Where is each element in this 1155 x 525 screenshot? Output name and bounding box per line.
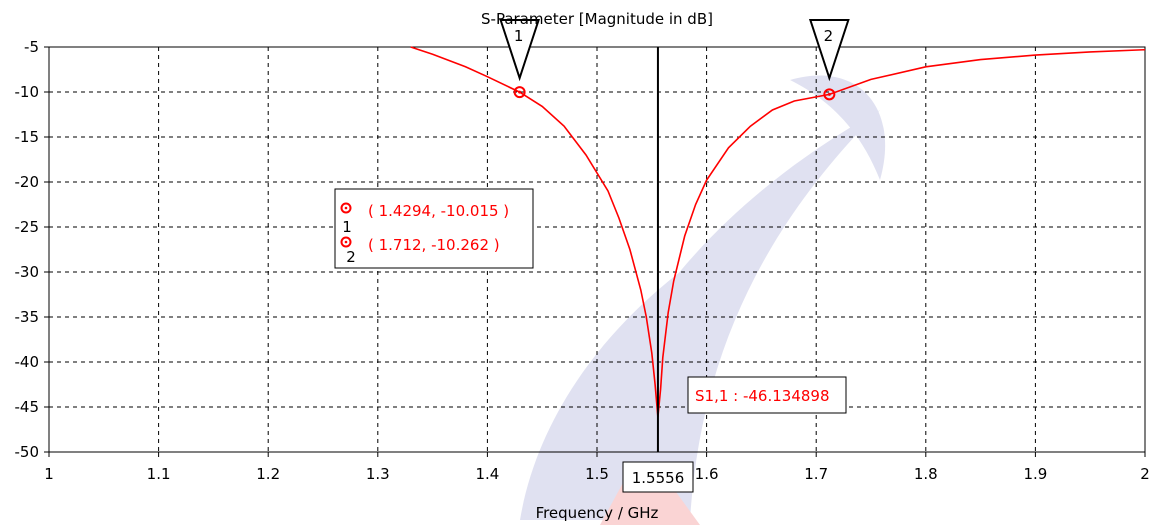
x-tick-label: 1.3 [366,465,390,483]
x-tick-label: 1.5 [585,465,609,483]
legend-marker-id-1: 1 [342,218,352,236]
legend-marker-icon-1 [340,202,352,214]
y-tick-label: -5 [24,38,39,56]
curve-marker-2[interactable]: 2 [808,19,850,101]
x-tick-label: 1.8 [914,465,938,483]
curve-marker-center [827,92,831,96]
x-tick-label: 1.1 [147,465,171,483]
marker-flag-label: 1 [514,27,524,45]
curve-marker-point [513,86,526,99]
marker-flag-icon [808,19,850,82]
legend-marker-id-2: 2 [346,248,356,266]
x-tick-label: 2 [1140,465,1150,483]
y-axis-ticks: -5 -10 -15 -20 -25 -30 -35 -40 -45 -50 [15,38,49,461]
watermark-logo [520,75,886,525]
marker-legend: 1 ( 1.4294, -10.015 ) 2 ( 1.712, -10.262… [334,188,534,269]
minimum-annotation-text: S1,1 : -46.134898 [695,387,830,405]
curve-marker-center [518,90,522,94]
y-tick-label: -20 [15,173,40,191]
y-tick-label: -30 [15,263,40,281]
y-tick-label: -50 [15,443,40,461]
series-line-s11 [410,46,1146,418]
x-tick-label: 1.4 [475,465,499,483]
curve-marker-point [823,88,836,101]
grid-lines [49,47,1145,452]
y-tick-label: -10 [15,83,40,101]
legend-marker-value-1: ( 1.4294, -10.015 ) [368,202,509,220]
x-axis-label: Frequency / GHz [536,504,659,522]
x-tick-label: 1.9 [1023,465,1047,483]
x-tick-label: 1.6 [695,465,719,483]
x-tick-label: 1.2 [256,465,280,483]
legend-marker-icon-2 [340,236,352,248]
curve-marker-1[interactable]: 1 [499,19,541,99]
minimum-annotation: S1,1 : -46.134898 [687,376,847,414]
vertical-marker-value: 1.5556 [622,461,694,493]
marker-flag-icon [499,19,541,82]
x-tick-label: 1 [44,465,54,483]
x-axis-ticks: 1 1.1 1.2 1.3 1.4 1.5 1.6 1.7 1.8 1.9 2 [44,452,1150,483]
legend-marker-value-2: ( 1.712, -10.262 ) [368,236,500,254]
y-tick-label: -15 [15,128,40,146]
marker-flag-label: 2 [824,27,834,45]
vertical-marker-value-text: 1.5556 [632,469,685,487]
y-tick-label: -45 [15,398,40,416]
chart-title: S-Parameter [Magnitude in dB] [481,10,713,28]
x-tick-label: 1.7 [804,465,828,483]
y-tick-label: -35 [15,308,40,326]
y-tick-label: -40 [15,353,40,371]
y-tick-label: -25 [15,218,40,236]
